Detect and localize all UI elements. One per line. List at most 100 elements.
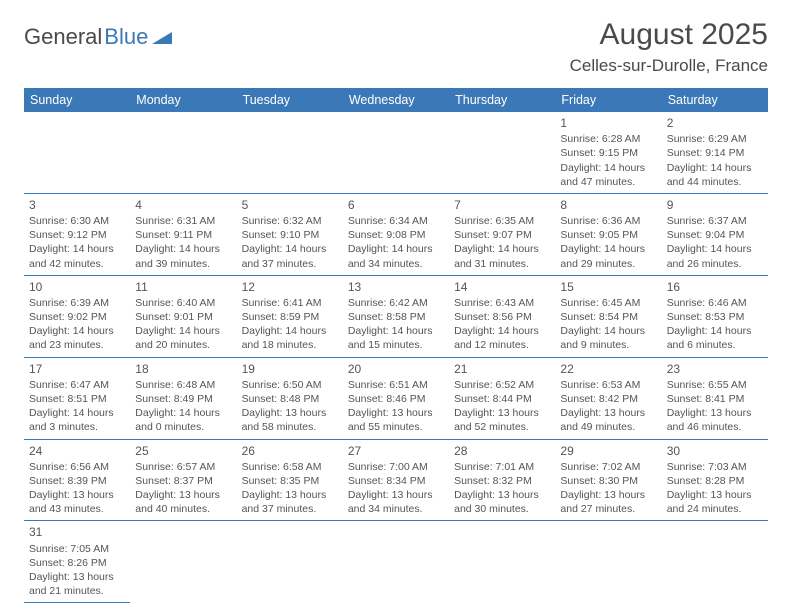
daylight1-text: Daylight: 14 hours [135, 242, 231, 256]
daylight1-text: Daylight: 13 hours [348, 488, 444, 502]
day-number: 26 [242, 443, 338, 459]
daylight2-text: and 55 minutes. [348, 420, 444, 434]
sunset-text: Sunset: 9:11 PM [135, 228, 231, 242]
sunset-text: Sunset: 8:37 PM [135, 474, 231, 488]
daylight1-text: Daylight: 13 hours [242, 488, 338, 502]
calendar-cell: 6Sunrise: 6:34 AMSunset: 9:08 PMDaylight… [343, 193, 449, 275]
daylight2-text: and 31 minutes. [454, 257, 550, 271]
sunrise-text: Sunrise: 6:31 AM [135, 214, 231, 228]
calendar-cell: 26Sunrise: 6:58 AMSunset: 8:35 PMDayligh… [237, 439, 343, 521]
day-number: 11 [135, 279, 231, 295]
daylight1-text: Daylight: 14 hours [667, 324, 763, 338]
calendar-cell: 10Sunrise: 6:39 AMSunset: 9:02 PMDayligh… [24, 275, 130, 357]
day-header: Wednesday [343, 88, 449, 112]
daylight1-text: Daylight: 14 hours [560, 242, 656, 256]
sunset-text: Sunset: 8:59 PM [242, 310, 338, 324]
daylight2-text: and 40 minutes. [135, 502, 231, 516]
daylight2-text: and 3 minutes. [29, 420, 125, 434]
header: General Blue August 2025 Celles-sur-Duro… [24, 18, 768, 76]
sunrise-text: Sunrise: 6:43 AM [454, 296, 550, 310]
calendar-cell [237, 112, 343, 193]
calendar-cell: 9Sunrise: 6:37 AMSunset: 9:04 PMDaylight… [662, 193, 768, 275]
day-header: Sunday [24, 88, 130, 112]
day-number: 3 [29, 197, 125, 213]
day-number: 15 [560, 279, 656, 295]
day-number: 2 [667, 115, 763, 131]
daylight2-text: and 52 minutes. [454, 420, 550, 434]
daylight2-text: and 30 minutes. [454, 502, 550, 516]
calendar-week-row: 17Sunrise: 6:47 AMSunset: 8:51 PMDayligh… [24, 357, 768, 439]
sunrise-text: Sunrise: 7:01 AM [454, 460, 550, 474]
day-number: 22 [560, 361, 656, 377]
sunrise-text: Sunrise: 6:39 AM [29, 296, 125, 310]
daylight1-text: Daylight: 13 hours [29, 488, 125, 502]
sunrise-text: Sunrise: 6:46 AM [667, 296, 763, 310]
daylight1-text: Daylight: 14 hours [348, 242, 444, 256]
day-number: 4 [135, 197, 231, 213]
sunrise-text: Sunrise: 6:30 AM [29, 214, 125, 228]
daylight2-text: and 43 minutes. [29, 502, 125, 516]
sunset-text: Sunset: 8:51 PM [29, 392, 125, 406]
calendar-cell: 14Sunrise: 6:43 AMSunset: 8:56 PMDayligh… [449, 275, 555, 357]
logo-text-blue: Blue [104, 24, 148, 50]
title-block: August 2025 Celles-sur-Durolle, France [570, 18, 768, 76]
daylight1-text: Daylight: 14 hours [667, 161, 763, 175]
sunrise-text: Sunrise: 6:28 AM [560, 132, 656, 146]
calendar-cell: 15Sunrise: 6:45 AMSunset: 8:54 PMDayligh… [555, 275, 661, 357]
sunset-text: Sunset: 8:49 PM [135, 392, 231, 406]
sunrise-text: Sunrise: 7:02 AM [560, 460, 656, 474]
daylight1-text: Daylight: 13 hours [560, 406, 656, 420]
calendar-cell: 29Sunrise: 7:02 AMSunset: 8:30 PMDayligh… [555, 439, 661, 521]
sunrise-text: Sunrise: 7:00 AM [348, 460, 444, 474]
daylight1-text: Daylight: 14 hours [560, 324, 656, 338]
calendar-week-row: 31Sunrise: 7:05 AMSunset: 8:26 PMDayligh… [24, 521, 768, 603]
daylight2-text: and 0 minutes. [135, 420, 231, 434]
daylight2-text: and 26 minutes. [667, 257, 763, 271]
logo-text-general: General [24, 24, 102, 50]
daylight1-text: Daylight: 13 hours [348, 406, 444, 420]
sunrise-text: Sunrise: 6:56 AM [29, 460, 125, 474]
sunrise-text: Sunrise: 6:51 AM [348, 378, 444, 392]
sunset-text: Sunset: 8:26 PM [29, 556, 125, 570]
sunrise-text: Sunrise: 6:32 AM [242, 214, 338, 228]
daylight1-text: Daylight: 13 hours [454, 488, 550, 502]
calendar-cell: 7Sunrise: 6:35 AMSunset: 9:07 PMDaylight… [449, 193, 555, 275]
sunrise-text: Sunrise: 7:03 AM [667, 460, 763, 474]
daylight1-text: Daylight: 14 hours [242, 324, 338, 338]
calendar-cell: 20Sunrise: 6:51 AMSunset: 8:46 PMDayligh… [343, 357, 449, 439]
sunset-text: Sunset: 9:14 PM [667, 146, 763, 160]
calendar-cell: 21Sunrise: 6:52 AMSunset: 8:44 PMDayligh… [449, 357, 555, 439]
daylight2-text: and 49 minutes. [560, 420, 656, 434]
calendar-body: 1Sunrise: 6:28 AMSunset: 9:15 PM Daylight… [24, 112, 768, 603]
calendar-cell [130, 112, 236, 193]
daylight2-text: and 9 minutes. [560, 338, 656, 352]
sunset-text: Sunset: 8:46 PM [348, 392, 444, 406]
daylight2-text: and 42 minutes. [29, 257, 125, 271]
day-number: 18 [135, 361, 231, 377]
day-header: Friday [555, 88, 661, 112]
daylight1-text: Daylight: 14 hours [348, 324, 444, 338]
sunrise-text: Sunrise: 6:45 AM [560, 296, 656, 310]
calendar-cell [555, 521, 661, 603]
day-number: 31 [29, 524, 125, 540]
calendar-cell [343, 521, 449, 603]
day-number: 17 [29, 361, 125, 377]
day-number: 30 [667, 443, 763, 459]
location-label: Celles-sur-Durolle, France [570, 56, 768, 76]
calendar-cell: 25Sunrise: 6:57 AMSunset: 8:37 PMDayligh… [130, 439, 236, 521]
day-number: 24 [29, 443, 125, 459]
sunrise-text: Sunrise: 6:36 AM [560, 214, 656, 228]
day-number: 19 [242, 361, 338, 377]
day-number: 25 [135, 443, 231, 459]
day-number: 1 [560, 115, 656, 131]
calendar-cell: 27Sunrise: 7:00 AMSunset: 8:34 PMDayligh… [343, 439, 449, 521]
day-number: 8 [560, 197, 656, 213]
day-number: 5 [242, 197, 338, 213]
sunrise-text: Sunrise: 6:29 AM [667, 132, 763, 146]
calendar-week-row: 10Sunrise: 6:39 AMSunset: 9:02 PMDayligh… [24, 275, 768, 357]
sunset-text: Sunset: 9:15 PM [560, 146, 656, 160]
daylight2-text: and 46 minutes. [667, 420, 763, 434]
sunset-text: Sunset: 8:28 PM [667, 474, 763, 488]
day-number: 29 [560, 443, 656, 459]
sunrise-text: Sunrise: 6:37 AM [667, 214, 763, 228]
